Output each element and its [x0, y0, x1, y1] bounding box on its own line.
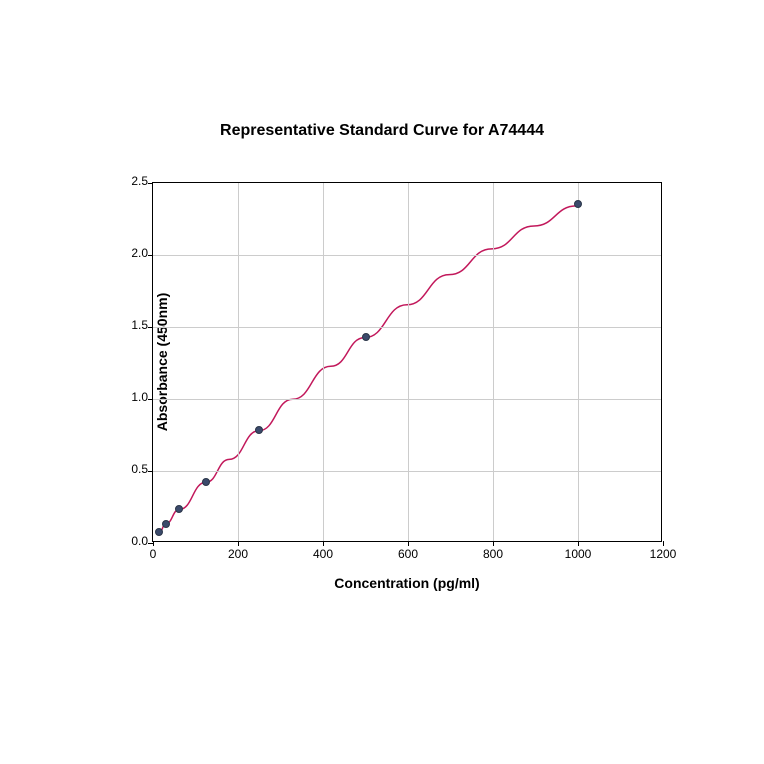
y-tick-mark: [148, 399, 153, 400]
x-tick-mark: [578, 541, 579, 546]
x-tick-mark: [493, 541, 494, 546]
x-tick-label: 600: [398, 547, 418, 561]
grid-line-vertical: [578, 183, 579, 541]
data-point: [362, 333, 370, 341]
grid-line-vertical: [238, 183, 239, 541]
data-point: [202, 478, 210, 486]
curve-svg: [153, 183, 661, 541]
x-tick-mark: [663, 541, 664, 546]
y-tick-label: 1.0: [123, 390, 148, 404]
x-tick-label: 800: [483, 547, 503, 561]
chart-title: Representative Standard Curve for A74444: [220, 122, 544, 140]
y-tick-mark: [148, 183, 153, 184]
grid-line-vertical: [493, 183, 494, 541]
grid-line-horizontal: [153, 255, 661, 256]
x-tick-mark: [408, 541, 409, 546]
y-tick-label: 2.0: [123, 246, 148, 260]
y-tick-mark: [148, 327, 153, 328]
data-point: [155, 528, 163, 536]
x-tick-label: 0: [150, 547, 157, 561]
x-tick-label: 1000: [565, 547, 592, 561]
grid-line-vertical: [323, 183, 324, 541]
grid-line-vertical: [408, 183, 409, 541]
x-axis-label: Concentration (pg/ml): [334, 575, 479, 591]
plot-area: Absorbance (450nm) Concentration (pg/ml)…: [152, 182, 662, 542]
y-tick-mark: [148, 255, 153, 256]
x-tick-label: 1200: [650, 547, 677, 561]
data-point: [162, 520, 170, 528]
y-axis-label: Absorbance (450nm): [154, 293, 170, 431]
y-tick-label: 0.0: [123, 534, 148, 548]
x-tick-mark: [323, 541, 324, 546]
data-point: [255, 426, 263, 434]
y-tick-mark: [148, 471, 153, 472]
y-tick-label: 2.5: [123, 174, 148, 188]
x-tick-label: 200: [228, 547, 248, 561]
y-tick-label: 1.5: [123, 318, 148, 332]
grid-line-horizontal: [153, 471, 661, 472]
grid-line-horizontal: [153, 327, 661, 328]
grid-line-horizontal: [153, 399, 661, 400]
data-point: [175, 505, 183, 513]
x-tick-mark: [238, 541, 239, 546]
data-point: [574, 200, 582, 208]
x-tick-mark: [153, 541, 154, 546]
x-tick-label: 400: [313, 547, 333, 561]
y-tick-label: 0.5: [123, 462, 148, 476]
chart-container: Representative Standard Curve for A74444…: [82, 162, 682, 602]
y-tick-mark: [148, 543, 153, 544]
